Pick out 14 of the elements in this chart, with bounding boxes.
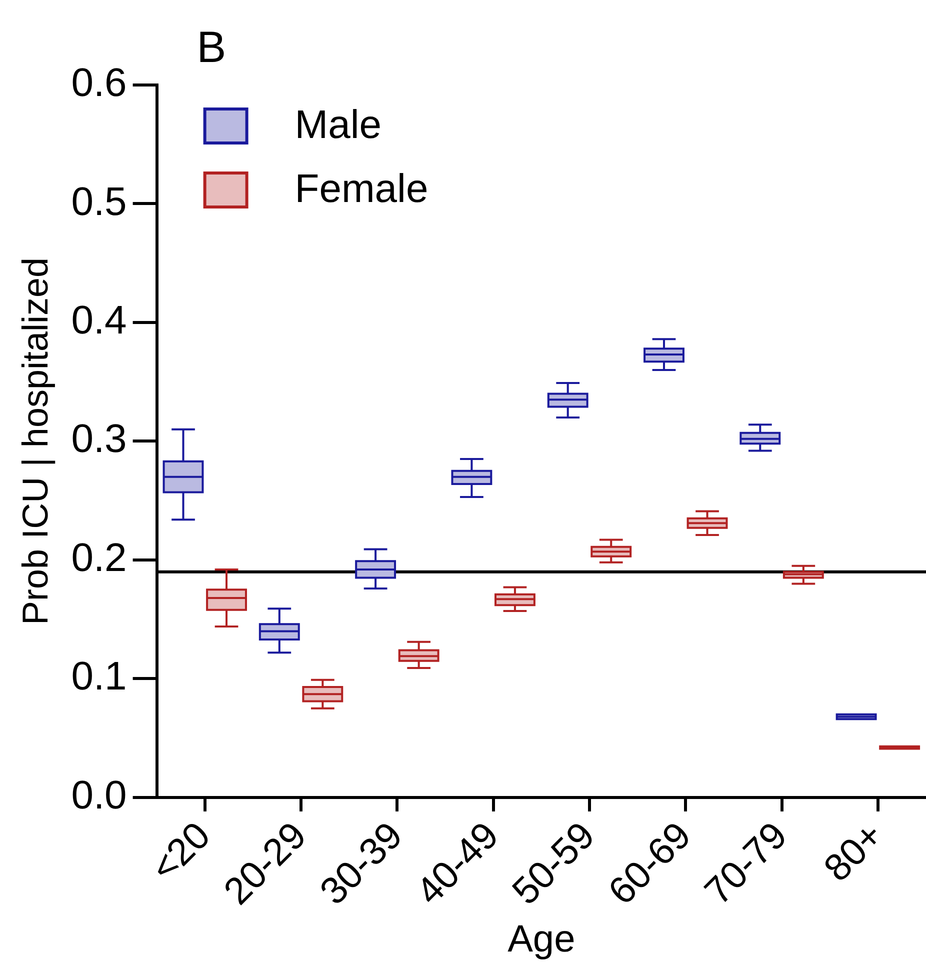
y-tick-label: 0.6 — [71, 61, 127, 106]
y-tick-label: 0.2 — [71, 536, 127, 580]
y-tick-label: 0.5 — [71, 180, 127, 224]
legend-label: Female — [294, 167, 428, 212]
y-tick-label: 0.4 — [71, 298, 127, 343]
y-tick-label: 0.3 — [71, 417, 127, 462]
legend-label: Male — [294, 103, 382, 148]
x-tick-label: <20 — [143, 814, 219, 890]
chart-title: B — [196, 23, 226, 72]
y-axis-title: Prob ICU | hospitalized — [14, 257, 56, 625]
y-tick-label: 0.0 — [71, 773, 127, 818]
y-tick-label: 0.1 — [71, 654, 127, 699]
x-axis-title: Age — [508, 918, 576, 961]
x-tick-label: 80+ — [816, 814, 892, 890]
